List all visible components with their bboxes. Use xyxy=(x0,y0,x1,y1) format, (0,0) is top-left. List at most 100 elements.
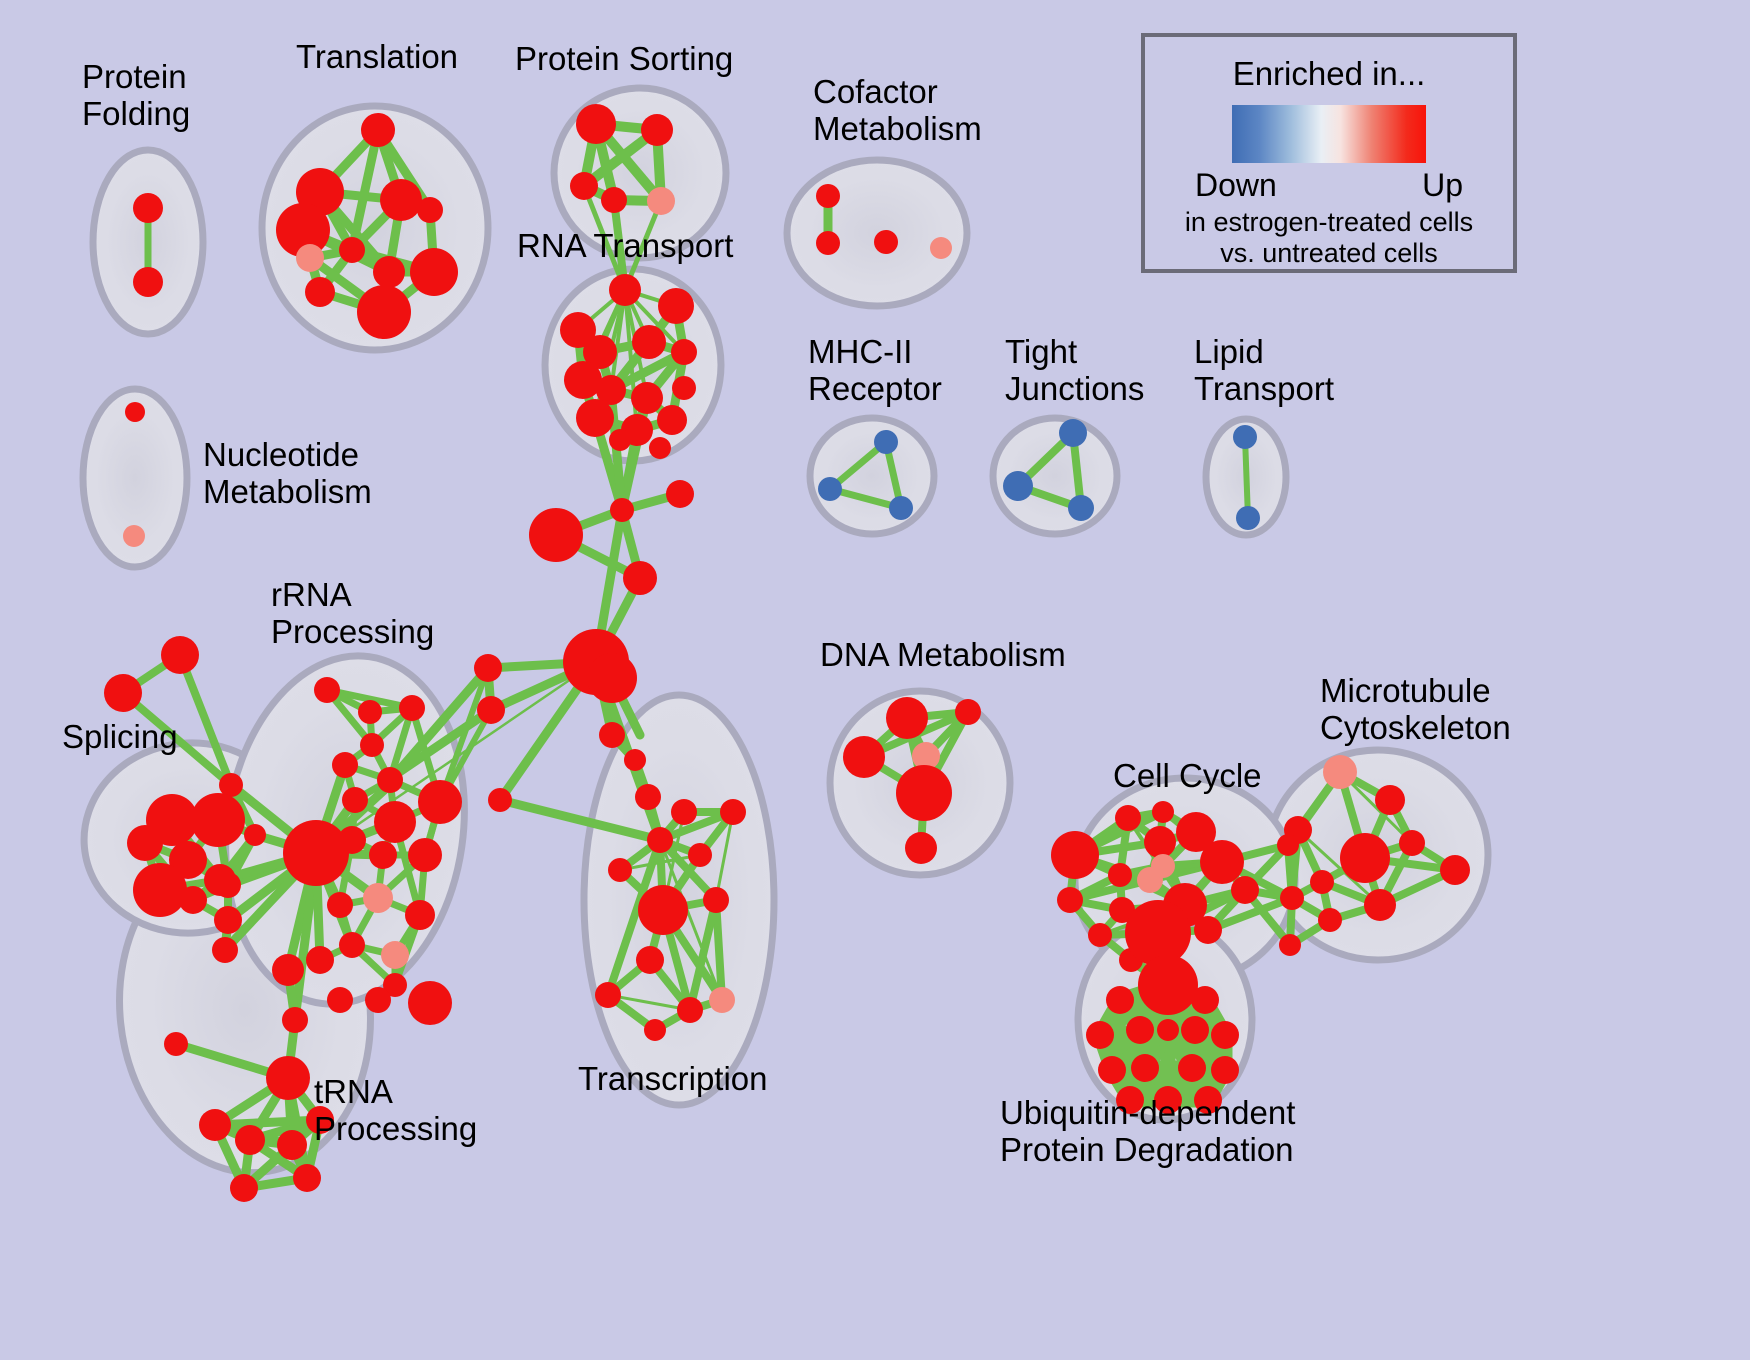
cluster-label-lipid-transport: Lipid Transport xyxy=(1194,333,1334,408)
node xyxy=(360,733,384,757)
node xyxy=(327,892,353,918)
node xyxy=(408,838,442,872)
node xyxy=(955,699,981,725)
node xyxy=(1003,471,1033,501)
node xyxy=(658,288,694,324)
node xyxy=(272,954,304,986)
cluster-label-translation: Translation xyxy=(296,38,459,75)
node xyxy=(624,749,646,771)
cluster-label-trna-processing: tRNA Processing xyxy=(314,1073,478,1148)
node xyxy=(305,277,335,307)
node xyxy=(1323,755,1357,789)
node xyxy=(361,113,395,147)
node xyxy=(369,841,397,869)
node xyxy=(191,793,245,847)
node xyxy=(1200,840,1244,884)
cluster-label-protein-sorting: Protein Sorting xyxy=(515,40,734,77)
network-nodes xyxy=(104,104,1470,1202)
node xyxy=(104,674,142,712)
node xyxy=(1233,425,1257,449)
node xyxy=(283,820,349,886)
node xyxy=(631,382,663,414)
node xyxy=(1109,897,1135,923)
node xyxy=(357,285,411,339)
node xyxy=(874,230,898,254)
node xyxy=(1191,986,1219,1014)
node xyxy=(296,244,324,272)
node xyxy=(293,1164,321,1192)
node xyxy=(564,361,602,399)
node xyxy=(133,267,163,297)
node xyxy=(133,863,187,917)
legend-color-gradient-bar xyxy=(1232,105,1426,163)
cluster-label-microtubule-cytoskeleton: Microtubule Cytoskeleton xyxy=(1320,672,1511,747)
cluster-label-rna-transport: RNA Transport xyxy=(517,227,734,264)
node xyxy=(383,973,407,997)
node xyxy=(358,700,382,724)
node xyxy=(488,788,512,812)
node xyxy=(570,172,598,200)
node xyxy=(373,256,405,288)
node xyxy=(816,184,840,208)
legend-endpoint-labels: Down Up xyxy=(1195,167,1463,205)
node xyxy=(843,736,885,778)
node xyxy=(1057,887,1083,913)
node xyxy=(214,906,242,934)
node xyxy=(1399,830,1425,856)
node xyxy=(703,887,729,913)
node xyxy=(688,843,712,867)
node xyxy=(327,987,353,1013)
node xyxy=(671,339,697,365)
node xyxy=(244,824,266,846)
node xyxy=(1154,1086,1182,1114)
node xyxy=(1125,900,1191,966)
node xyxy=(609,429,631,451)
node xyxy=(636,946,664,974)
node xyxy=(1108,863,1132,887)
node xyxy=(127,825,163,861)
node xyxy=(1151,854,1175,878)
node xyxy=(610,498,634,522)
node xyxy=(1115,805,1141,831)
node xyxy=(576,104,616,144)
node xyxy=(1277,834,1299,856)
node xyxy=(1176,812,1216,852)
node xyxy=(583,335,617,369)
node xyxy=(677,997,703,1023)
node xyxy=(199,1109,231,1141)
node xyxy=(266,1056,310,1100)
node xyxy=(595,982,621,1008)
node xyxy=(623,561,657,595)
node xyxy=(1088,923,1112,947)
node xyxy=(644,1019,666,1041)
node xyxy=(169,841,207,879)
node xyxy=(410,248,458,296)
node xyxy=(576,399,614,437)
node xyxy=(204,864,236,896)
node xyxy=(1340,833,1390,883)
node xyxy=(529,508,583,562)
cluster-label-protein-folding: Protein Folding xyxy=(82,58,191,133)
node xyxy=(276,203,330,257)
node xyxy=(282,1007,308,1033)
cluster-label-dna-metabolism: DNA Metabolism xyxy=(820,636,1066,673)
node xyxy=(133,193,163,223)
node xyxy=(365,987,391,1013)
node xyxy=(399,695,425,721)
node xyxy=(1116,1086,1144,1114)
node xyxy=(1375,785,1405,815)
node xyxy=(896,765,952,821)
cluster-label-cofactor-metabolism: Cofactor Metabolism xyxy=(813,73,982,148)
node xyxy=(905,832,937,864)
node xyxy=(474,654,502,682)
node xyxy=(1106,986,1134,1014)
node xyxy=(417,197,443,223)
node xyxy=(886,697,928,739)
node xyxy=(671,799,697,825)
node xyxy=(381,941,409,969)
node xyxy=(380,179,422,221)
node xyxy=(374,801,416,843)
node xyxy=(219,773,243,797)
node xyxy=(1157,1019,1179,1041)
node xyxy=(601,187,627,213)
